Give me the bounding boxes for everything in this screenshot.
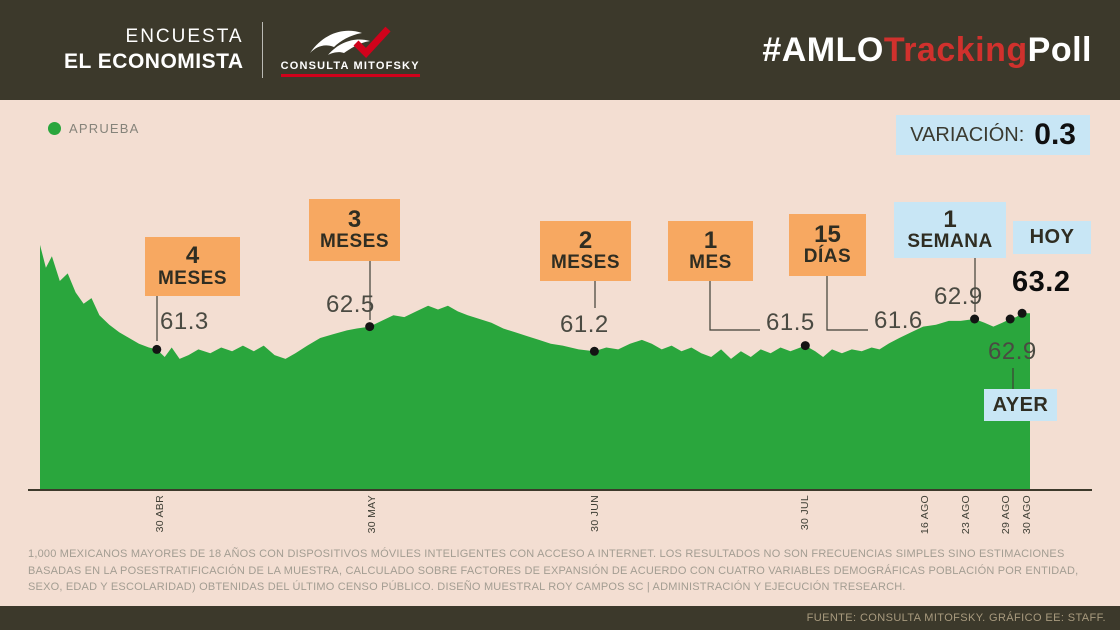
variation-value: 0.3 — [1034, 118, 1076, 151]
annotation-unit: SEMANA — [907, 231, 993, 253]
header: ENCUESTA EL ECONOMISTA CONSULTA MITOFSKY… — [0, 0, 1120, 100]
brand-el-economista: EL ECONOMISTA — [64, 49, 244, 73]
annotation-number: 2 — [578, 226, 593, 254]
logo-text: CONSULTA MITOFSKY — [280, 60, 420, 77]
mitofsky-logo: CONSULTA MITOFSKY — [280, 23, 420, 77]
hashtag-amlo: #AMLO — [762, 30, 884, 69]
value-label-3-meses: 62.5 — [326, 291, 375, 318]
legend: APRUEBA — [48, 121, 140, 136]
value-label-15-dias: 61.6 — [874, 307, 923, 334]
annotation-ayer: AYER — [984, 389, 1057, 421]
annotation-number: 3 — [347, 205, 362, 233]
data-point-dot — [800, 341, 810, 351]
annotation-label: HOY — [1029, 226, 1075, 248]
legend-marker — [48, 122, 61, 135]
hashtag-title: #AMLOTrackingPoll — [762, 31, 1092, 70]
data-point-dot — [970, 314, 980, 324]
data-point-dot — [152, 344, 162, 354]
annotation-unit: MESES — [550, 252, 621, 274]
x-tick-label: 30 JUN — [589, 495, 601, 532]
data-point-dot — [365, 322, 375, 332]
methodology-text: 1,000 MEXICANOS MAYORES DE 18 AÑOS CON D… — [28, 548, 1079, 593]
annotation-number: 1 — [943, 205, 957, 233]
variation-label: VARIACIÓN: — [910, 123, 1025, 146]
annotation-3-meses: 3 MESES — [309, 199, 400, 261]
annotation-unit: MESES — [157, 267, 228, 289]
brand-encuesta: ENCUESTA — [125, 26, 244, 47]
legend-label: APRUEBA — [69, 121, 140, 136]
data-point-dot — [1017, 308, 1027, 318]
header-divider — [261, 22, 263, 78]
value-label-4-meses: 61.3 — [160, 308, 209, 335]
connector-15-dias — [826, 276, 868, 331]
approval-area-shape — [40, 244, 1030, 490]
brand: ENCUESTA EL ECONOMISTA — [64, 26, 244, 74]
annotation-1-mes: 1 MES — [668, 221, 753, 281]
data-point-dot — [589, 346, 599, 356]
annotation-number: 15 — [814, 220, 841, 248]
annotation-unit: DÍAS — [803, 246, 852, 268]
annotation-15-dias: 15 DÍAS — [789, 214, 866, 276]
x-tick-label: 29 AGO — [1000, 495, 1012, 535]
x-tick-label: 30 JUL — [799, 495, 811, 531]
value-label-1-semana: 62.9 — [934, 283, 983, 310]
value-label-ayer: 62.9 — [988, 338, 1037, 365]
annotation-unit: MESES — [319, 231, 390, 253]
x-tick-label: 16 AGO — [919, 495, 931, 535]
value-label-hoy: 63.2 — [1012, 266, 1071, 298]
connector-1-mes — [709, 281, 760, 331]
value-label-1-mes: 61.5 — [766, 309, 815, 336]
data-point-dot — [1005, 314, 1015, 324]
hashtag-poll: Poll — [1027, 30, 1092, 69]
annotation-hoy: HOY — [1013, 221, 1091, 254]
annotation-4-meses: 4 MESES — [145, 237, 240, 296]
bird-logo-icon — [310, 26, 391, 59]
annotation-unit: MES — [689, 252, 732, 274]
source-bar: FUENTE: CONSULTA MITOFSKY. GRÁFICO EE: S… — [0, 606, 1120, 630]
x-tick-label: 30 ABR — [154, 495, 166, 533]
annotation-1-semana: 1 SEMANA — [894, 202, 1006, 258]
variation-badge: VARIACIÓN: 0.3 — [896, 115, 1090, 155]
annotation-number: 1 — [703, 226, 718, 254]
hashtag-tracking: Tracking — [883, 30, 1028, 69]
annotation-label: AYER — [992, 393, 1049, 416]
source-text: FUENTE: CONSULTA MITOFSKY. GRÁFICO EE: S… — [806, 612, 1106, 624]
x-tick-label: 30 AGO — [1021, 495, 1033, 535]
value-label-2-meses: 61.2 — [560, 311, 609, 338]
annotation-number: 4 — [185, 242, 200, 270]
annotation-2-meses: 2 MESES — [540, 221, 631, 281]
x-tick-label: 23 AGO — [960, 495, 972, 535]
x-tick-label: 30 MAY — [366, 495, 378, 534]
